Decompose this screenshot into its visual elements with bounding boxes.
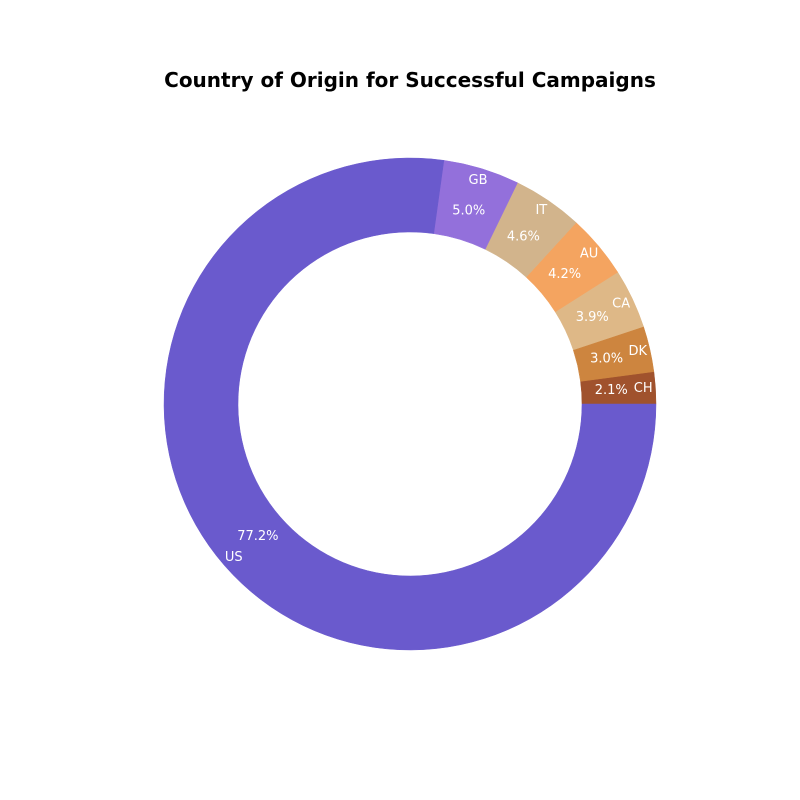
slice-label-au: AU (580, 246, 598, 261)
slice-percent-ca: 3.9% (576, 310, 609, 325)
slice-percent-us: 77.2% (237, 529, 278, 544)
donut-slices (163, 157, 657, 651)
slice-label-gb: GB (469, 173, 488, 188)
slice-label-ca: CA (612, 296, 630, 311)
slice-label-us: US (225, 550, 243, 565)
chart-title: Country of Origin for Successful Campaig… (164, 68, 656, 92)
slice-percent-ch: 2.1% (595, 383, 628, 398)
slice-percent-it: 4.6% (507, 230, 540, 245)
slice-label-it: IT (535, 203, 547, 218)
slice-percent-gb: 5.0% (452, 204, 485, 219)
slice-us (163, 157, 657, 651)
slice-percent-dk: 3.0% (590, 351, 623, 366)
slice-label-dk: DK (628, 344, 647, 359)
slice-label-ch: CH (634, 381, 653, 396)
slice-percent-au: 4.2% (548, 267, 581, 282)
donut-labels: CH 2.1% DK 3.0% CA3.9% AU 4.2% IT 4.6% GB 5.0% US 77… (225, 173, 653, 565)
